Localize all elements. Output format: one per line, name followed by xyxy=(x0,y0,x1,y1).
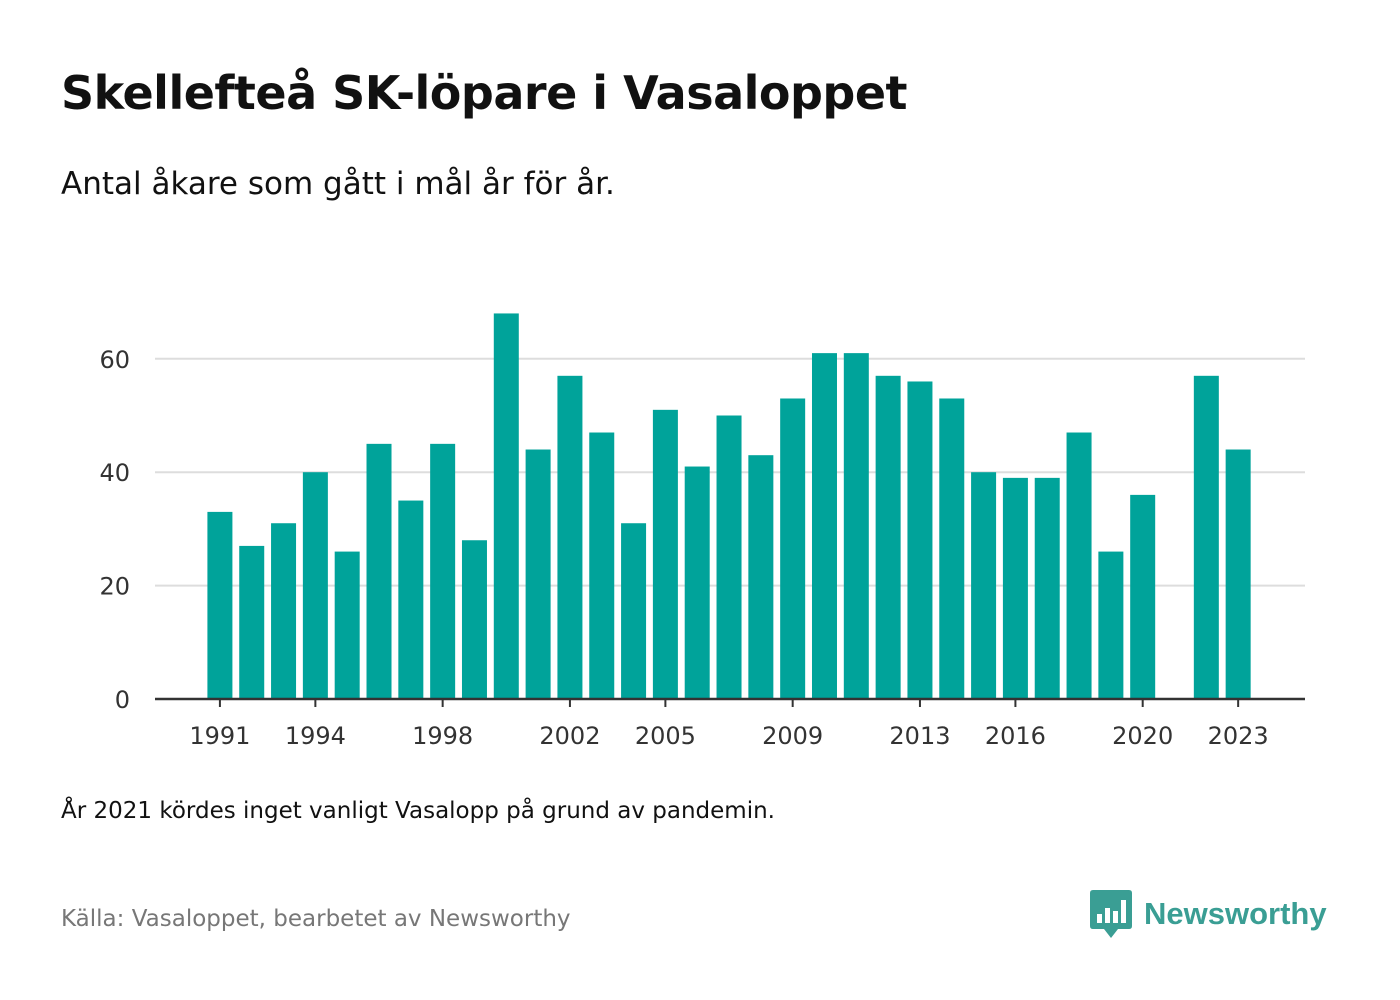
bar-2023 xyxy=(1225,449,1251,699)
bar-2014 xyxy=(939,398,965,699)
axes: 0 20 40 60 1991 1994 1998 2002 2005 2009 2013 2016 2… xyxy=(99,346,1305,750)
bar-1999 xyxy=(461,540,487,699)
bar-chart: 0 20 40 60 1991 1994 1998 2002 2005 2009 2013 2016 2… xyxy=(99,313,1305,750)
bars xyxy=(207,313,1251,699)
bar-2012 xyxy=(875,375,901,699)
bar-2007 xyxy=(716,415,742,699)
bar-2000 xyxy=(493,313,519,699)
bar-2015 xyxy=(971,472,997,699)
bar-2019 xyxy=(1098,551,1124,699)
bar-1991 xyxy=(207,511,233,699)
bar-2003 xyxy=(589,432,615,699)
bar-2016 xyxy=(1002,477,1028,699)
bar-2004 xyxy=(621,523,647,699)
chart-note: År 2021 kördes inget vanligt Vasalopp på… xyxy=(61,798,775,824)
x-tick-label: 2023 xyxy=(1208,722,1269,750)
bar-2006 xyxy=(684,466,710,699)
bar-2018 xyxy=(1066,432,1092,699)
bar-2002 xyxy=(557,375,583,699)
bar-2013 xyxy=(907,381,933,699)
bar-2009 xyxy=(780,398,806,699)
y-tick-label: 60 xyxy=(99,346,130,374)
bar-2010 xyxy=(811,353,837,699)
source-text: Källa: Vasaloppet, bearbetet av Newswort… xyxy=(61,906,571,932)
bar-2017 xyxy=(1034,477,1060,699)
bar-2022 xyxy=(1193,375,1219,699)
bar-2005 xyxy=(652,409,678,699)
x-tick-label: 2013 xyxy=(889,722,950,750)
bar-1993 xyxy=(271,523,297,699)
y-tick-label: 40 xyxy=(99,459,130,487)
bar-2008 xyxy=(748,455,774,699)
chart-subtitle: Antal åkare som gått i mål år för år. xyxy=(61,166,615,202)
y-tick-label: 0 xyxy=(115,686,130,714)
brand-name: Newsworthy xyxy=(1144,896,1327,931)
x-tick-label: 2009 xyxy=(762,722,823,750)
x-tick-label: 1994 xyxy=(285,722,346,750)
bar-2020 xyxy=(1130,494,1156,699)
bar-1995 xyxy=(334,551,360,699)
chart-title: Skellefteå SK-löpare i Vasaloppet xyxy=(61,66,908,120)
newsworthy-logo-icon xyxy=(1090,890,1132,938)
bar-1997 xyxy=(398,500,424,699)
bar-2011 xyxy=(843,353,869,699)
x-tick-label: 2005 xyxy=(635,722,696,750)
x-tick-label: 2002 xyxy=(539,722,600,750)
x-tick-label: 1991 xyxy=(189,722,250,750)
brand-logo: Newsworthy xyxy=(1090,890,1327,938)
bar-2001 xyxy=(525,449,551,699)
x-tick-label: 1998 xyxy=(412,722,473,750)
y-tick-label: 20 xyxy=(99,573,130,601)
bar-1992 xyxy=(239,545,265,699)
bar-1994 xyxy=(302,472,328,699)
x-tick-label: 2020 xyxy=(1112,722,1173,750)
x-tick-label: 2016 xyxy=(985,722,1046,750)
bar-1998 xyxy=(430,443,456,699)
bar-1996 xyxy=(366,443,392,699)
